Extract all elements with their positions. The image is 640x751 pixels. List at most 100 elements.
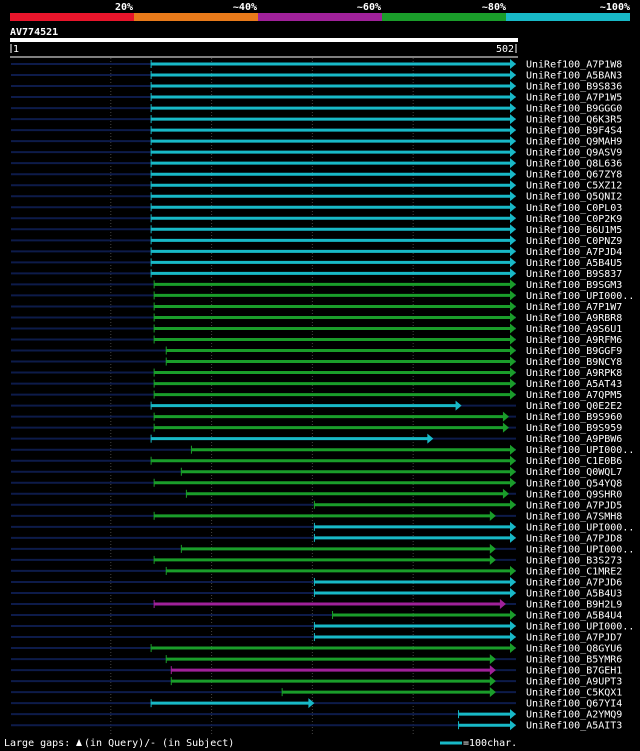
hit-name[interactable]: UniRef100_A9UPT3	[526, 677, 622, 688]
hit-row[interactable]: UniRef100_B9NCY8	[11, 356, 622, 369]
hit-name[interactable]: UniRef100_B9S837	[526, 269, 622, 280]
hit-name[interactable]: UniRef100_B9S960	[526, 412, 622, 423]
hit-row[interactable]: UniRef100_B9GGF9	[11, 345, 622, 358]
hit-name[interactable]: UniRef100_A7SMH8	[526, 511, 622, 522]
hit-name[interactable]: UniRef100_Q8L636	[526, 159, 622, 170]
hit-name[interactable]: UniRef100_A9RFM6	[526, 335, 622, 346]
hit-row[interactable]: UniRef100_B6U1M5	[11, 224, 622, 236]
hit-name[interactable]: UniRef100_A9PBW6	[526, 434, 622, 445]
hit-row[interactable]: UniRef100_B5YMR6	[11, 654, 622, 666]
hit-row[interactable]: UniRef100_A5B4U4	[11, 610, 622, 622]
hit-row[interactable]: UniRef100_A5AT43	[11, 378, 622, 391]
hit-row[interactable]: UniRef100_Q9SHR0	[11, 488, 622, 501]
hit-row[interactable]: UniRef100_C1E0B6	[11, 455, 622, 468]
hit-name[interactable]: UniRef100_B9GGF9	[526, 346, 622, 357]
hit-row[interactable]: UniRef100_A9UPT3	[11, 676, 622, 688]
hit-name[interactable]: UniRef100_B9H2L9	[526, 599, 622, 610]
hit-row[interactable]: UniRef100_B9S959	[11, 422, 622, 435]
hit-name[interactable]: UniRef100_B9GGG0	[526, 104, 622, 115]
hit-name[interactable]: UniRef100_B5YMR6	[526, 655, 622, 666]
hit-name[interactable]: UniRef100_A9RBR8	[526, 313, 622, 324]
hit-row[interactable]: UniRef100_C1MRE2	[11, 565, 622, 578]
hit-row[interactable]: UniRef100_A9RFM6	[11, 334, 622, 347]
hit-row[interactable]: UniRef100_A7P1W8	[11, 59, 622, 71]
hit-name[interactable]: UniRef100_C0PL03	[526, 203, 622, 214]
hit-row[interactable]: UniRef100_A7PJD8	[11, 532, 622, 545]
hit-row[interactable]: UniRef100_UPI000..	[11, 444, 634, 457]
hit-name[interactable]: UniRef100_C1MRE2	[526, 566, 622, 577]
hit-name[interactable]: UniRef100_A9S6U1	[526, 324, 622, 335]
hit-row[interactable]: UniRef100_B9S836	[11, 81, 622, 93]
hit-row[interactable]: UniRef100_B3S273	[11, 554, 622, 567]
hit-row[interactable]: UniRef100_A9RBR8	[11, 312, 622, 324]
hit-row[interactable]: UniRef100_B9H2L9	[11, 598, 622, 611]
hit-row[interactable]: UniRef100_A7P1W7	[11, 301, 622, 313]
hit-name[interactable]: UniRef100_Q5QNI2	[526, 192, 622, 203]
hit-row[interactable]: UniRef100_B9SGM3	[11, 279, 622, 291]
hit-name[interactable]: UniRef100_UPI000..	[526, 522, 634, 533]
hit-name[interactable]: UniRef100_C5XZ12	[526, 181, 622, 192]
hit-row[interactable]: UniRef100_UPI000..	[11, 621, 634, 633]
hit-name[interactable]: UniRef100_C0PNZ9	[526, 236, 622, 247]
hit-name[interactable]: UniRef100_Q9SHR0	[526, 489, 622, 500]
hit-row[interactable]: UniRef100_Q67ZY8	[11, 169, 622, 181]
hit-name[interactable]: UniRef100_A7QPM5	[526, 390, 622, 401]
hit-row[interactable]: UniRef100_A7P1W5	[11, 92, 622, 104]
hit-name[interactable]: UniRef100_Q8GYU6	[526, 644, 622, 655]
hit-name[interactable]: UniRef100_B9SGM3	[526, 280, 622, 291]
hit-name[interactable]: UniRef100_Q6K3R5	[526, 115, 622, 126]
hit-row[interactable]: UniRef100_A9PBW6	[11, 433, 622, 446]
hit-name[interactable]: UniRef100_A7PJD4	[526, 247, 622, 258]
hit-name[interactable]: UniRef100_Q9ASV9	[526, 148, 622, 159]
hit-name[interactable]: UniRef100_B3S273	[526, 555, 622, 566]
hit-row[interactable]: UniRef100_Q8L636	[11, 158, 622, 170]
hit-row[interactable]: UniRef100_A7PJD5	[11, 499, 622, 512]
hit-name[interactable]: UniRef100_C0P2K9	[526, 214, 622, 225]
hit-name[interactable]: UniRef100_Q54YQ8	[526, 478, 622, 489]
hit-name[interactable]: UniRef100_A5B4U4	[526, 611, 622, 622]
hit-name[interactable]: UniRef100_C5KQX1	[526, 688, 622, 699]
hit-name[interactable]: UniRef100_B9NCY8	[526, 357, 622, 368]
hit-row[interactable]: UniRef100_UPI000..	[11, 521, 634, 534]
hit-row[interactable]: UniRef100_A7PJD6	[11, 576, 622, 589]
hit-name[interactable]: UniRef100_Q67YI4	[526, 699, 622, 710]
hit-row[interactable]: UniRef100_B9S837	[11, 268, 622, 280]
hit-row[interactable]: UniRef100_UPI000..	[11, 543, 634, 556]
hit-name[interactable]: UniRef100_A7PJD8	[526, 533, 622, 544]
hit-row[interactable]: UniRef100_C0PL03	[11, 202, 622, 214]
hit-name[interactable]: UniRef100_B7GEH1	[526, 666, 622, 677]
hit-name[interactable]: UniRef100_UPI000..	[526, 622, 634, 633]
hit-row[interactable]: UniRef100_A2YMQ9	[11, 709, 622, 721]
hit-name[interactable]: UniRef100_A5BAN3	[526, 71, 622, 82]
hit-name[interactable]: UniRef100_A9RPK8	[526, 368, 622, 379]
hit-row[interactable]: UniRef100_A5BAN3	[11, 70, 622, 82]
hit-name[interactable]: UniRef100_A5AIT3	[526, 721, 622, 732]
hit-row[interactable]: UniRef100_A9S6U1	[11, 323, 622, 335]
hit-row[interactable]: UniRef100_Q9ASV9	[11, 147, 622, 159]
hit-row[interactable]: UniRef100_A7QPM5	[11, 389, 622, 402]
hit-row[interactable]: UniRef100_B9F4S4	[11, 125, 622, 137]
hit-row[interactable]: UniRef100_B7GEH1	[11, 665, 622, 677]
hit-name[interactable]: UniRef100_A7PJD6	[526, 577, 622, 588]
hit-name[interactable]: UniRef100_Q0WQL7	[526, 467, 622, 478]
hit-name[interactable]: UniRef100_UPI000..	[526, 445, 634, 456]
hit-name[interactable]: UniRef100_A7PJD5	[526, 500, 622, 511]
hit-row[interactable]: UniRef100_Q67YI4	[11, 698, 622, 710]
hit-row[interactable]: UniRef100_UPI000..	[11, 290, 634, 302]
hit-name[interactable]: UniRef100_Q0E2E2	[526, 401, 622, 412]
hit-name[interactable]: UniRef100_A7P1W5	[526, 93, 622, 104]
hit-name[interactable]: UniRef100_C1E0B6	[526, 456, 622, 467]
hit-name[interactable]: UniRef100_A2YMQ9	[526, 710, 622, 721]
hit-name[interactable]: UniRef100_A5AT43	[526, 379, 622, 390]
hit-row[interactable]: UniRef100_A5AIT3	[11, 720, 622, 732]
hit-row[interactable]: UniRef100_Q8GYU6	[11, 643, 622, 655]
hit-name[interactable]: UniRef100_A5B4U5	[526, 258, 622, 269]
hit-row[interactable]: UniRef100_A5B4U5	[11, 257, 622, 269]
hit-name[interactable]: UniRef100_B6U1M5	[526, 225, 622, 236]
hit-name[interactable]: UniRef100_A5B4U3	[526, 588, 622, 599]
hit-name[interactable]: UniRef100_B9S836	[526, 82, 622, 93]
hit-name[interactable]: UniRef100_UPI000..	[526, 291, 634, 302]
hit-name[interactable]: UniRef100_B9S959	[526, 423, 622, 434]
hit-row[interactable]: UniRef100_Q54YQ8	[11, 477, 622, 490]
hit-row[interactable]: UniRef100_Q0WQL7	[11, 466, 622, 479]
